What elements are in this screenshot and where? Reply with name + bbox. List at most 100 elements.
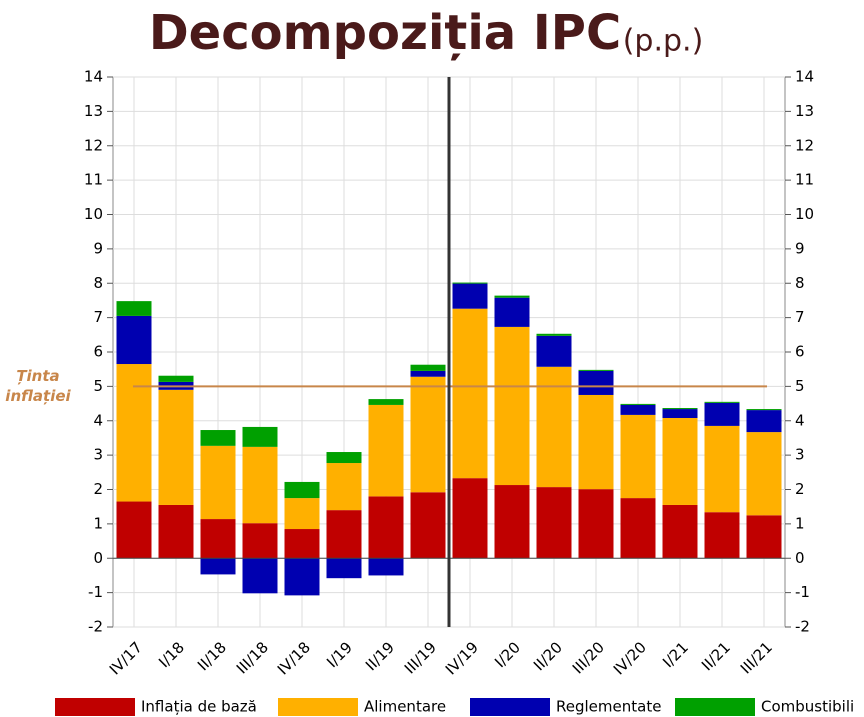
bar-segment [620, 498, 656, 559]
y-tick-label: 10 [84, 205, 103, 223]
y2-tick-label: 13 [795, 102, 814, 120]
chart-subtitle: (p.p.) [623, 24, 704, 59]
target-label: inflației [5, 387, 71, 405]
bar-segment [536, 487, 572, 559]
bar-segment [578, 394, 614, 490]
bar-segment [326, 452, 362, 464]
bar-segment [200, 558, 236, 575]
y2-tick-label: 14 [795, 68, 814, 86]
y2-tick-label: -1 [795, 583, 810, 601]
y2-tick-label: 6 [795, 343, 805, 361]
bar-segment [200, 445, 236, 520]
x-tick-label: III/18 [233, 638, 272, 677]
bar-segment [242, 446, 278, 524]
bar-segment [746, 410, 782, 433]
bar-segment [578, 370, 614, 395]
x-tick-label: II/20 [530, 638, 566, 674]
bar-segment [536, 333, 572, 336]
y-tick-label: 0 [93, 549, 103, 567]
x-tick-label: II/19 [362, 638, 398, 674]
bar-segment [746, 432, 782, 516]
x-tick-label: I/19 [323, 638, 356, 671]
y2-tick-label: 3 [795, 446, 805, 464]
bar-segment [452, 283, 488, 309]
bar-segment [494, 326, 530, 486]
bar-segment [326, 558, 362, 579]
bar-segment [662, 504, 698, 559]
x-tick-label: III/19 [401, 638, 440, 677]
y2-tick-label: 9 [795, 239, 805, 257]
x-tick-label: IV/20 [610, 638, 650, 678]
x-tick-label: IV/17 [106, 638, 146, 678]
y-tick-label: 14 [84, 68, 103, 86]
legend-label: Reglementate [556, 698, 661, 716]
x-tick-label: IV/19 [442, 638, 482, 678]
y2-tick-label: 7 [795, 308, 805, 326]
bar-segment [242, 426, 278, 447]
bar-segment [494, 297, 530, 327]
y2-tick-label: 8 [795, 274, 805, 292]
bar-segment [536, 366, 572, 488]
y-tick-label: 7 [93, 308, 103, 326]
legend-label: Inflația de bază [141, 698, 257, 716]
bar-segment [284, 481, 320, 499]
bar-segment [704, 401, 740, 403]
bar-segment [410, 370, 446, 377]
y2-tick-label: -2 [795, 618, 810, 636]
x-tick-label: III/20 [569, 638, 608, 677]
bar-segment [662, 418, 698, 505]
y-tick-label: 8 [93, 274, 103, 292]
bar-segment [284, 558, 320, 596]
bar-segment [704, 402, 740, 426]
bar-segment [620, 404, 656, 415]
bar-segment [410, 364, 446, 371]
legend-label: Alimentare [364, 698, 446, 716]
bar-segment [704, 512, 740, 559]
y-tick-label: 4 [93, 411, 103, 429]
bar-segment [746, 409, 782, 411]
y-tick-label: 6 [93, 343, 103, 361]
y2-tick-label: 12 [795, 136, 814, 154]
legend-label: Combustibili [761, 698, 854, 716]
chart-title: Decompoziția IPC [149, 5, 621, 61]
y2-tick-label: 4 [795, 411, 805, 429]
x-tick-label: I/21 [659, 638, 692, 671]
bar-segment [200, 519, 236, 559]
bar-segment [452, 282, 488, 284]
x-tick-label: II/21 [698, 638, 734, 674]
bar-segment [746, 515, 782, 559]
bar-segment [116, 301, 152, 316]
bar-segment [410, 376, 446, 493]
bar-segment [242, 523, 278, 559]
y-tick-label: 9 [93, 239, 103, 257]
bar-segment [242, 558, 278, 594]
bar-segment [284, 498, 320, 530]
y-tick-label: -1 [88, 583, 103, 601]
bar-segment [368, 399, 404, 405]
bar-segment [158, 375, 194, 382]
x-tick-label: III/21 [737, 638, 776, 677]
bar-segment [620, 403, 656, 405]
bar-segment [116, 501, 152, 559]
legend-swatch [55, 698, 135, 716]
bar-segment [116, 315, 152, 365]
legend-swatch [278, 698, 358, 716]
bar-segment [704, 425, 740, 513]
y2-tick-label: 11 [795, 171, 814, 189]
y-tick-label: -2 [88, 618, 103, 636]
y-tick-label: 12 [84, 136, 103, 154]
bar-segment [326, 510, 362, 559]
legend-swatch [470, 698, 550, 716]
bar-segment [158, 389, 194, 505]
x-tick-label: I/18 [155, 638, 188, 671]
bar-segment [578, 369, 614, 371]
bar-segment [452, 308, 488, 479]
y2-tick-label: 2 [795, 480, 805, 498]
bar-segment [620, 414, 656, 499]
y-tick-label: 13 [84, 102, 103, 120]
y2-tick-label: 1 [795, 514, 805, 532]
bar-segment [452, 478, 488, 559]
bar-segment [662, 408, 698, 410]
y-tick-label: 1 [93, 514, 103, 532]
